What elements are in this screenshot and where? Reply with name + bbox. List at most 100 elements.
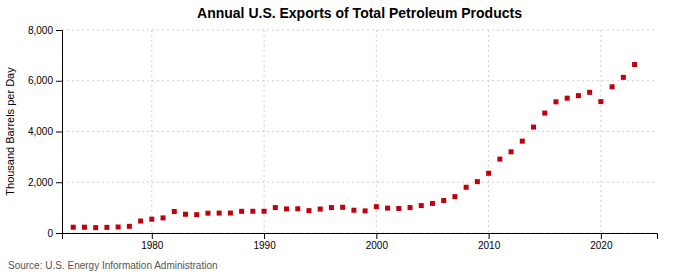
tick-label: 2000 xyxy=(366,240,389,251)
tick-label: 0 xyxy=(47,228,53,239)
tick-label: 6,000 xyxy=(28,75,53,86)
point xyxy=(509,149,514,154)
point xyxy=(71,225,76,230)
point xyxy=(497,157,502,162)
title: Annual U.S. Exports of Total Petroleum P… xyxy=(197,5,522,21)
tick-mark xyxy=(56,81,62,82)
point xyxy=(452,194,457,199)
y-axis-title: Thousand Barrels per Day xyxy=(4,67,16,196)
tick: 8,000 xyxy=(28,25,62,36)
grid-line xyxy=(264,30,265,233)
point xyxy=(284,206,289,211)
tick-mark xyxy=(152,233,153,239)
tick-mark xyxy=(56,182,62,183)
point xyxy=(587,90,592,95)
tick-label: 1980 xyxy=(141,240,164,251)
grid-line xyxy=(62,182,657,183)
points xyxy=(71,62,637,230)
point xyxy=(127,224,132,229)
point xyxy=(374,204,379,209)
tick-mark xyxy=(264,233,265,239)
tick-mark xyxy=(56,30,62,31)
grid-line xyxy=(600,30,601,233)
point xyxy=(228,211,233,216)
tick: 2,000 xyxy=(28,177,62,188)
point xyxy=(250,209,255,214)
point xyxy=(340,205,345,210)
point xyxy=(138,219,143,224)
tick-label: 1990 xyxy=(253,240,276,251)
point xyxy=(441,198,446,203)
point xyxy=(419,203,424,208)
grid-line xyxy=(488,30,489,233)
grid-line xyxy=(376,30,377,233)
tick-label: 8,000 xyxy=(28,25,53,36)
point xyxy=(295,206,300,211)
point xyxy=(194,212,199,217)
point xyxy=(329,205,334,210)
grid-line xyxy=(151,30,152,233)
annotation: Source: U.S. Energy Information Administ… xyxy=(8,260,218,271)
tick: 2020 xyxy=(590,233,613,251)
point xyxy=(93,225,98,230)
point xyxy=(161,215,166,220)
point xyxy=(531,125,536,130)
tick-label: 4,000 xyxy=(28,126,53,137)
point xyxy=(239,209,244,214)
point xyxy=(262,209,267,214)
point xyxy=(430,201,435,206)
tick: 1990 xyxy=(253,233,276,251)
point xyxy=(553,99,558,104)
point xyxy=(306,208,311,213)
point xyxy=(576,93,581,98)
plot: 1980 1990 2000 2010 2020 0 2,000 4,000 6,000 8,00… xyxy=(28,25,658,251)
grid-line xyxy=(62,80,657,81)
point xyxy=(632,62,637,67)
y-axis: 0 2,000 4,000 6,000 8,000 xyxy=(28,25,63,239)
point xyxy=(565,96,570,101)
chart: 1980 1990 2000 2010 2020 0 2,000 4,000 6,000 8,00… xyxy=(0,0,675,275)
x-axis: 1980 1990 2000 2010 2020 xyxy=(63,233,658,251)
point xyxy=(621,75,626,80)
tick-label: 2,000 xyxy=(28,177,53,188)
tick: 0 xyxy=(47,228,62,239)
point xyxy=(520,139,525,144)
tick: 2010 xyxy=(478,233,501,251)
point xyxy=(172,209,177,214)
tick-mark xyxy=(376,233,377,239)
grid xyxy=(62,30,657,233)
point xyxy=(598,99,603,104)
tick: 1980 xyxy=(141,233,164,251)
tick-mark xyxy=(56,233,62,234)
tick: 6,000 xyxy=(28,75,62,86)
point xyxy=(610,84,615,89)
point xyxy=(475,179,480,184)
tick-label: 2020 xyxy=(590,240,613,251)
point xyxy=(82,225,87,230)
point xyxy=(217,211,222,216)
grid-line xyxy=(62,30,657,31)
point xyxy=(116,225,121,230)
point xyxy=(273,205,278,210)
tick-mark xyxy=(489,233,490,239)
point xyxy=(542,111,547,116)
point xyxy=(486,171,491,176)
point xyxy=(205,211,210,216)
point xyxy=(396,206,401,211)
axis-line xyxy=(56,31,63,234)
axis-line xyxy=(63,234,658,240)
point xyxy=(318,207,323,212)
grid-line xyxy=(62,131,657,132)
point xyxy=(183,212,188,217)
point xyxy=(363,208,368,213)
point xyxy=(104,225,109,230)
point xyxy=(351,208,356,213)
point xyxy=(149,217,154,222)
point xyxy=(385,206,390,211)
tick: 2000 xyxy=(366,233,389,251)
tick-mark xyxy=(56,132,62,133)
tick-mark xyxy=(601,233,602,239)
point xyxy=(464,185,469,190)
point xyxy=(408,205,413,210)
tick: 4,000 xyxy=(28,126,62,137)
